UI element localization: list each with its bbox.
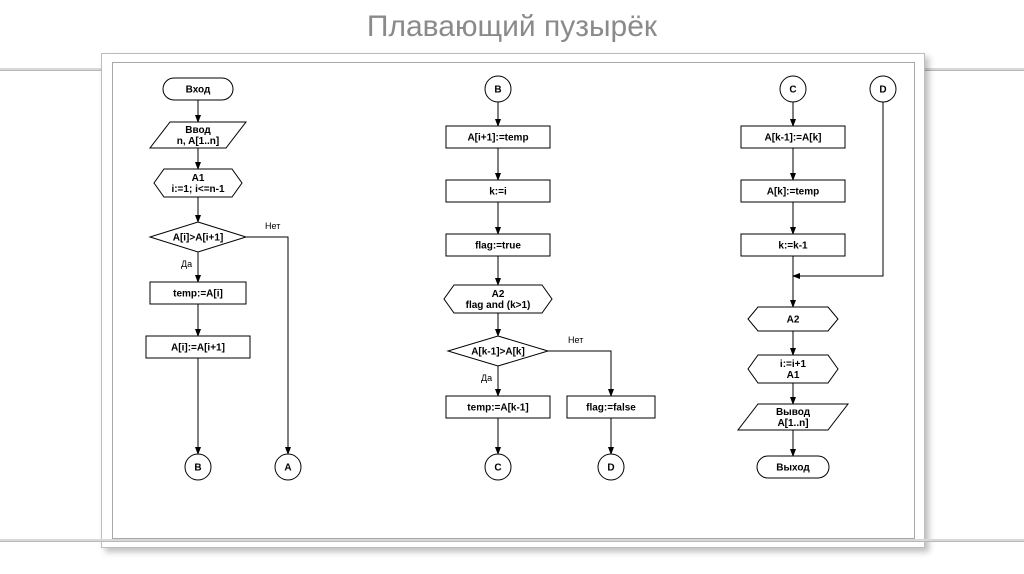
svg-text:D: D [879, 85, 886, 96]
svg-text:A[k]:=temp: A[k]:=temp [767, 187, 820, 198]
node-connC2: C [780, 76, 806, 102]
node-start: Вход [163, 78, 233, 100]
node-connB1: B [185, 454, 211, 480]
svg-text:B: B [494, 85, 501, 96]
svg-text:A[i]:=A[i+1]: A[i]:=A[i+1] [171, 343, 225, 354]
svg-text:A2: A2 [492, 289, 505, 300]
node-loopA1e: i:=i+1A1 [748, 355, 838, 383]
node-connC1: C [485, 454, 511, 480]
node-loopA2e: A2 [748, 307, 838, 331]
svg-text:Выход: Выход [776, 463, 810, 474]
node-end: Выход [757, 456, 829, 478]
svg-text:A1: A1 [192, 173, 205, 184]
svg-text:A: A [284, 463, 291, 474]
svg-text:flag:=true: flag:=true [475, 241, 521, 252]
slide: Плавающий пузырёк Да Нет Да Нет Вход Вводn, A… [0, 0, 1024, 574]
divider-bottom [0, 539, 1024, 541]
svg-text:n, A[1..n]: n, A[1..n] [177, 136, 219, 147]
svg-text:A[i]>A[i+1]: A[i]>A[i+1] [173, 233, 224, 244]
svg-text:i:=1; i<=n-1: i:=1; i<=n-1 [171, 184, 225, 195]
svg-text:Вход: Вход [186, 85, 211, 96]
svg-text:k:=k-1: k:=k-1 [778, 241, 808, 252]
svg-text:D: D [607, 463, 614, 474]
svg-text:A[k-1]:=A[k]: A[k-1]:=A[k] [765, 133, 822, 144]
node-output: ВыводA[1..n] [738, 404, 848, 430]
node-connA1: A [275, 454, 301, 480]
node-loopA2: A2flag and (k>1) [444, 285, 552, 313]
svg-text:Нет: Нет [265, 221, 280, 231]
node-p9: A[k]:=temp [741, 180, 845, 202]
svg-text:flag:=false: flag:=false [586, 403, 636, 414]
diagram-frame: ДаНетДаНетВходВводn, A[1..n]A1i:=1; i<=n… [101, 53, 925, 548]
svg-text:A[k-1]>A[k]: A[k-1]>A[k] [471, 347, 525, 358]
node-dec2: A[k-1]>A[k] [448, 336, 548, 366]
flowchart-svg: ДаНетДаНетВходВводn, A[1..n]A1i:=1; i<=n… [113, 63, 914, 538]
svg-text:A2: A2 [787, 315, 800, 326]
svg-text:C: C [494, 463, 501, 474]
node-connB2: B [485, 76, 511, 102]
node-p6: temp:=A[k-1] [446, 396, 550, 418]
node-p4: k:=i [446, 180, 550, 202]
node-loopA1: A1i:=1; i<=n-1 [154, 169, 242, 197]
node-connD1: D [598, 454, 624, 480]
page-title: Плавающий пузырёк [0, 10, 1024, 44]
svg-text:A[1..n]: A[1..n] [777, 418, 808, 429]
node-p10: k:=k-1 [741, 234, 845, 256]
svg-text:temp:=A[i]: temp:=A[i] [173, 289, 223, 300]
node-input: Вводn, A[1..n] [150, 122, 246, 148]
svg-text:A[i+1]:=temp: A[i+1]:=temp [467, 133, 528, 144]
node-p5: flag:=true [446, 234, 550, 256]
node-p7: flag:=false [567, 396, 655, 418]
node-dec1: A[i]>A[i+1] [150, 222, 246, 252]
svg-text:i:=i+1: i:=i+1 [780, 359, 807, 370]
svg-text:k:=i: k:=i [489, 187, 507, 198]
node-p1: temp:=A[i] [150, 282, 246, 304]
node-p2: A[i]:=A[i+1] [146, 336, 250, 358]
node-p8: A[k-1]:=A[k] [741, 126, 845, 148]
node-connD2: D [870, 76, 896, 102]
svg-text:Нет: Нет [568, 335, 583, 345]
svg-text:Да: Да [181, 259, 192, 269]
svg-text:C: C [789, 85, 796, 96]
svg-text:Ввод: Ввод [185, 125, 211, 136]
svg-text:Вывод: Вывод [776, 407, 811, 418]
svg-text:B: B [194, 463, 201, 474]
diagram-canvas: ДаНетДаНетВходВводn, A[1..n]A1i:=1; i<=n… [112, 62, 915, 539]
node-p3: A[i+1]:=temp [446, 126, 550, 148]
svg-text:Да: Да [481, 373, 492, 383]
svg-text:A1: A1 [787, 370, 800, 381]
svg-text:flag and (k>1): flag and (k>1) [466, 300, 531, 311]
svg-text:temp:=A[k-1]: temp:=A[k-1] [467, 403, 528, 414]
